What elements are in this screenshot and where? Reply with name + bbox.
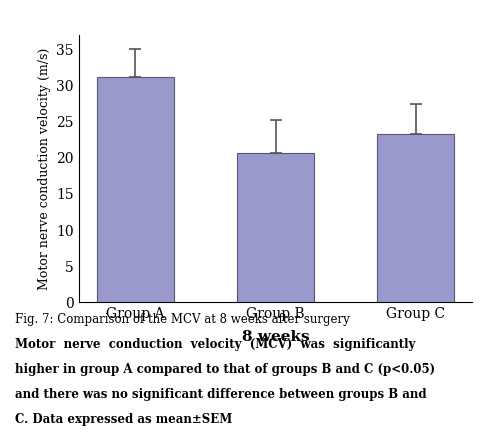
- Bar: [377, 134, 455, 302]
- Bar: [237, 152, 314, 302]
- Text: Motor  nerve  conduction  velocity  (MCV)  was  significantly: Motor nerve conduction velocity (MCV) wa…: [15, 338, 415, 351]
- X-axis label: 8 weeks: 8 weeks: [242, 330, 309, 343]
- Text: higher in group A compared to that of groups B and C (p<0.05): higher in group A compared to that of gr…: [15, 363, 435, 376]
- Y-axis label: Motor nerve conduction velocity (m/s): Motor nerve conduction velocity (m/s): [38, 48, 51, 289]
- Bar: [96, 76, 174, 302]
- Text: and there was no significant difference between groups B and: and there was no significant difference …: [15, 388, 427, 401]
- Text: Fig. 7: Comparison of the MCV at 8 weeks after surgery: Fig. 7: Comparison of the MCV at 8 weeks…: [15, 313, 349, 326]
- Text: C. Data expressed as mean±SEM: C. Data expressed as mean±SEM: [15, 413, 232, 426]
